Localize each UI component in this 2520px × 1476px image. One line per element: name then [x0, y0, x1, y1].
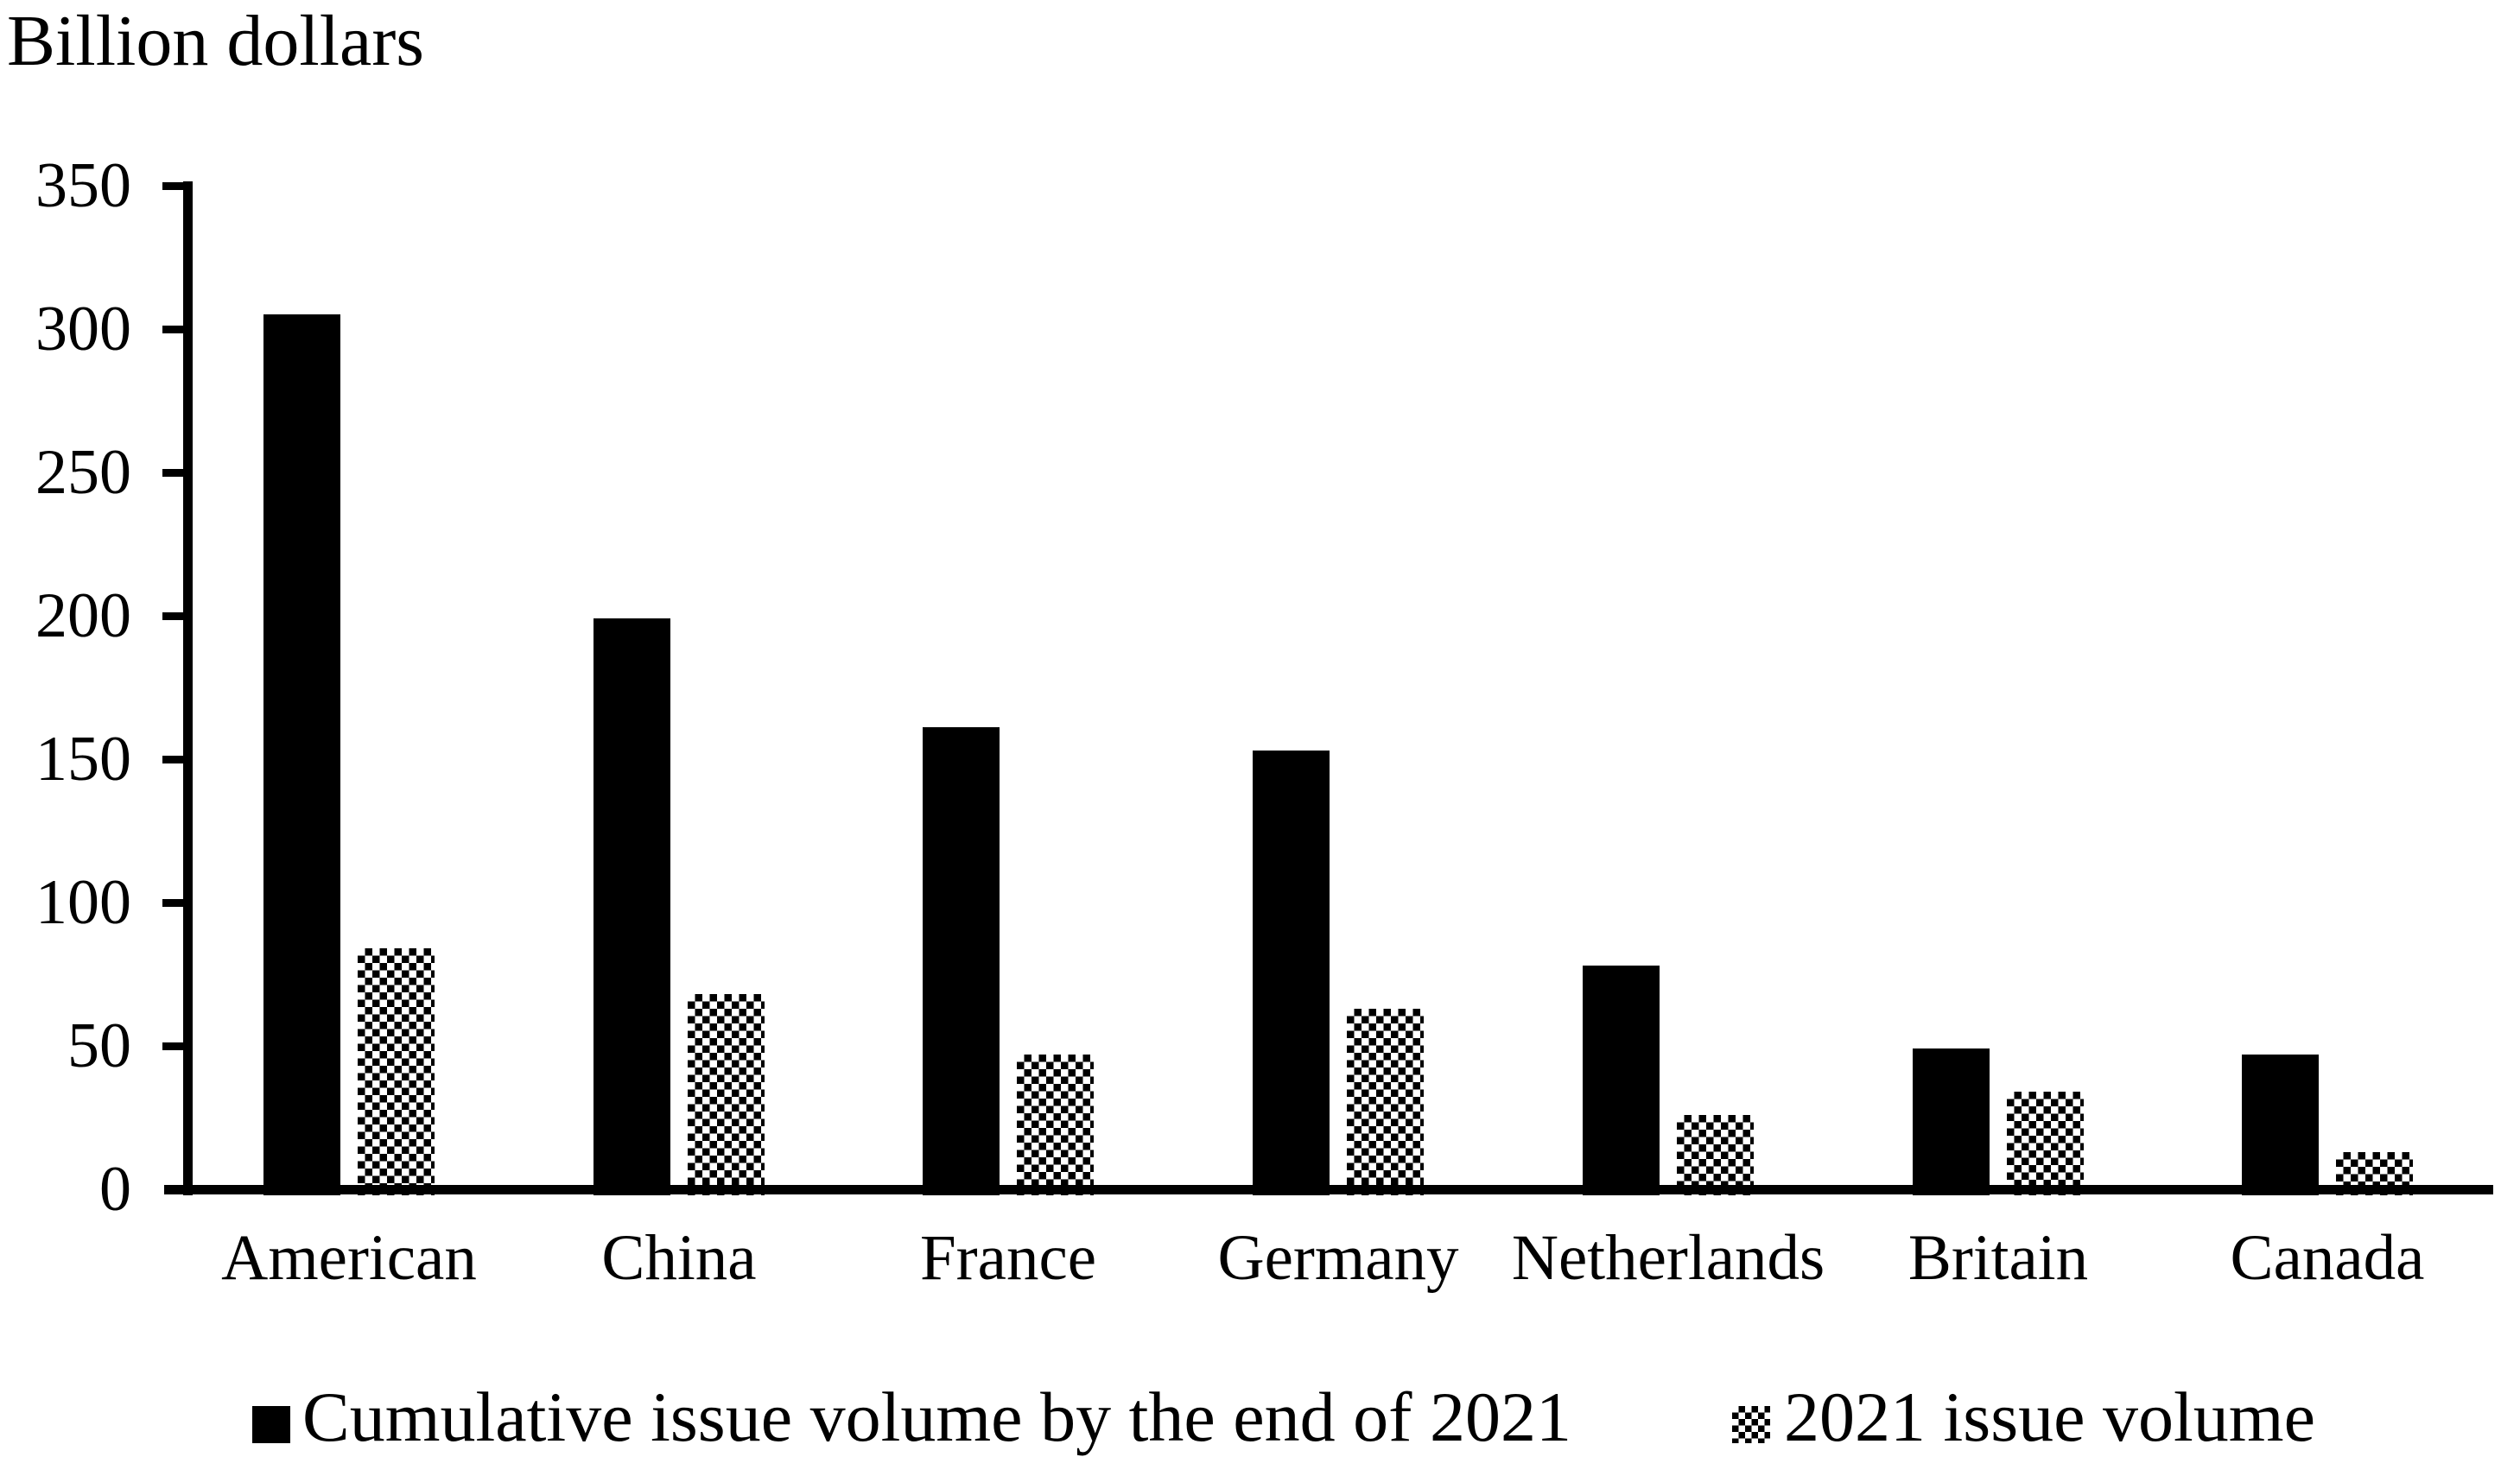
y-axis-tick-100	[162, 899, 183, 907]
y-axis-tick-label-350: 350	[35, 150, 131, 221]
x-category-label-netherlands: Netherlands	[1511, 1222, 1825, 1294]
y-axis-tick-label-300: 300	[35, 294, 131, 364]
bar-cumulative-canada	[2242, 1055, 2319, 1195]
x-category-label-american: American	[221, 1222, 477, 1294]
bar-2021-france	[1017, 1055, 1094, 1195]
bar-cumulative-germany	[1253, 751, 1330, 1195]
y-axis-tick-150	[162, 756, 183, 763]
x-category-label-france: France	[919, 1222, 1097, 1294]
y-axis-tick-label-250: 250	[35, 437, 131, 508]
y-axis-tick-label-0: 0	[99, 1154, 131, 1225]
legend-label-2021: 2021 issue volume	[1784, 1378, 2315, 1456]
bar-cumulative-britain	[1913, 1048, 1990, 1195]
x-axis-line-overlay	[164, 1185, 2493, 1194]
bar-cumulative-netherlands	[1583, 966, 1660, 1195]
y-axis-line	[183, 181, 193, 1195]
y-axis-tick-250	[162, 469, 183, 477]
y-axis-unit-title: Billion dollars	[7, 1, 424, 81]
bar-2021-netherlands	[1677, 1115, 1754, 1195]
x-category-label-china: China	[601, 1222, 757, 1294]
y-axis-tick-200	[162, 612, 183, 620]
x-category-label-britain: Britain	[1907, 1222, 2089, 1294]
bar-2021-britain	[2007, 1092, 2084, 1195]
x-category-label-canada: Canada	[2230, 1222, 2425, 1294]
bar-cumulative-american	[263, 314, 340, 1195]
y-axis-tick-label-150: 150	[35, 724, 131, 795]
x-category-label-germany: Germany	[1217, 1222, 1459, 1294]
legend-label-cumulative: Cumulative issue volume by the end of 20…	[302, 1378, 1571, 1456]
legend-checker-square-icon	[1732, 1406, 1770, 1443]
legend: Cumulative issue volume by the end of 20…	[0, 1373, 2520, 1468]
bar-2021-china	[688, 994, 765, 1195]
y-axis-tick-label-100: 100	[35, 867, 131, 938]
bar-2021-germany	[1347, 1009, 1424, 1195]
y-axis-tick-300	[162, 326, 183, 333]
y-axis-tick-label-200: 200	[35, 580, 131, 651]
y-axis-tick-350	[162, 182, 183, 190]
bar-cumulative-china	[594, 618, 670, 1195]
y-axis-tick-label-50: 50	[67, 1010, 131, 1081]
y-axis-tick-50	[162, 1042, 183, 1050]
bar-2021-american	[358, 948, 435, 1195]
bar-cumulative-france	[923, 727, 1000, 1195]
legend-solid-square-icon	[252, 1406, 290, 1443]
